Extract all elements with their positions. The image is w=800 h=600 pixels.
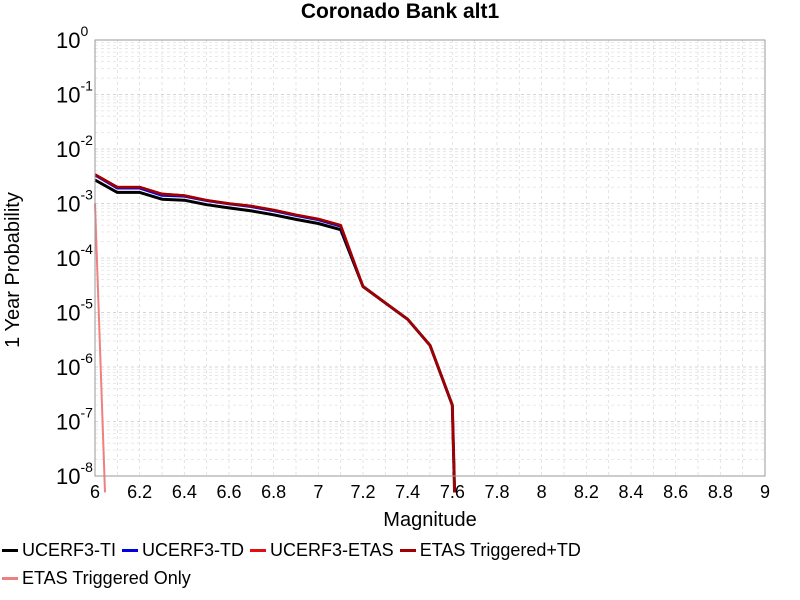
x-tick-label: 8.8 <box>708 482 733 502</box>
y-tick-label: 100 <box>56 23 88 53</box>
legend-swatch-etas-triggered-only <box>2 576 18 580</box>
x-tick-label: 6.4 <box>172 482 197 502</box>
legend-label-etas-triggered-td: ETAS Triggered+TD <box>419 539 581 560</box>
x-tick-label: 9 <box>760 482 770 502</box>
y-tick-label: 10-8 <box>56 459 93 489</box>
legend-item-ucerf3-etas: UCERF3-ETAS <box>248 540 394 561</box>
y-tick-label: 10-5 <box>56 296 93 326</box>
y-tick-label: 10-7 <box>56 405 93 435</box>
legend-item-ucerf3-ti: UCERF3-TI <box>0 540 116 561</box>
y-axis-label: 1 Year Probability <box>2 192 24 348</box>
x-tick-label: 7.6 <box>440 482 465 502</box>
x-tick-label: 6.8 <box>261 482 286 502</box>
legend: UCERF3-TI UCERF3-TD UCERF3-ETAS ETAS Tri… <box>0 536 800 592</box>
x-tick-label: 8.2 <box>574 482 599 502</box>
series-line-etas-triggered-td-top <box>94 173 456 493</box>
y-tick-label: 10-6 <box>56 350 93 380</box>
legend-swatch-ucerf3-etas <box>250 548 266 552</box>
legend-row-1: UCERF3-TI UCERF3-TD UCERF3-ETAS ETAS Tri… <box>0 536 800 564</box>
legend-label-ucerf3-td: UCERF3-TD <box>142 539 244 560</box>
x-tick-label: 8 <box>537 482 547 502</box>
x-tick-label: 7 <box>313 482 323 502</box>
x-tick-label: 7.4 <box>395 482 420 502</box>
series-line-etas-triggered-only <box>94 203 106 493</box>
x-tick-label: 6.6 <box>216 482 241 502</box>
x-tick-label: 7.2 <box>350 482 375 502</box>
legend-item-etas-triggered-only: ETAS Triggered Only <box>0 568 191 589</box>
legend-row-2: ETAS Triggered Only <box>0 564 800 592</box>
chart-title: Coronado Bank alt1 <box>301 0 500 23</box>
y-tick-label: 10-4 <box>56 241 93 271</box>
x-tick-label: 8.4 <box>618 482 643 502</box>
legend-label-ucerf3-etas: UCERF3-ETAS <box>270 539 394 560</box>
legend-swatch-ucerf3-ti <box>2 548 18 552</box>
x-tick-label: 6.2 <box>127 482 152 502</box>
y-tick-label: 10-2 <box>56 132 93 162</box>
legend-label-etas-triggered-only: ETAS Triggered Only <box>22 567 191 588</box>
x-tick-label: 8.6 <box>663 482 688 502</box>
y-tick-label: 10-3 <box>56 187 93 217</box>
x-tick-label: 6 <box>90 482 100 502</box>
legend-label-ucerf3-ti: UCERF3-TI <box>22 539 116 560</box>
legend-item-etas-triggered-td: ETAS Triggered+TD <box>398 540 581 561</box>
x-axis-label: Magnitude <box>383 509 476 531</box>
legend-swatch-etas-triggered-td <box>399 548 416 552</box>
x-tick-label: 7.8 <box>484 482 509 502</box>
y-tick-label: 10-1 <box>56 78 93 108</box>
legend-item-ucerf3-td: UCERF3-TD <box>120 540 244 561</box>
legend-swatch-ucerf3-td <box>122 548 138 552</box>
plot-border <box>94 39 766 477</box>
